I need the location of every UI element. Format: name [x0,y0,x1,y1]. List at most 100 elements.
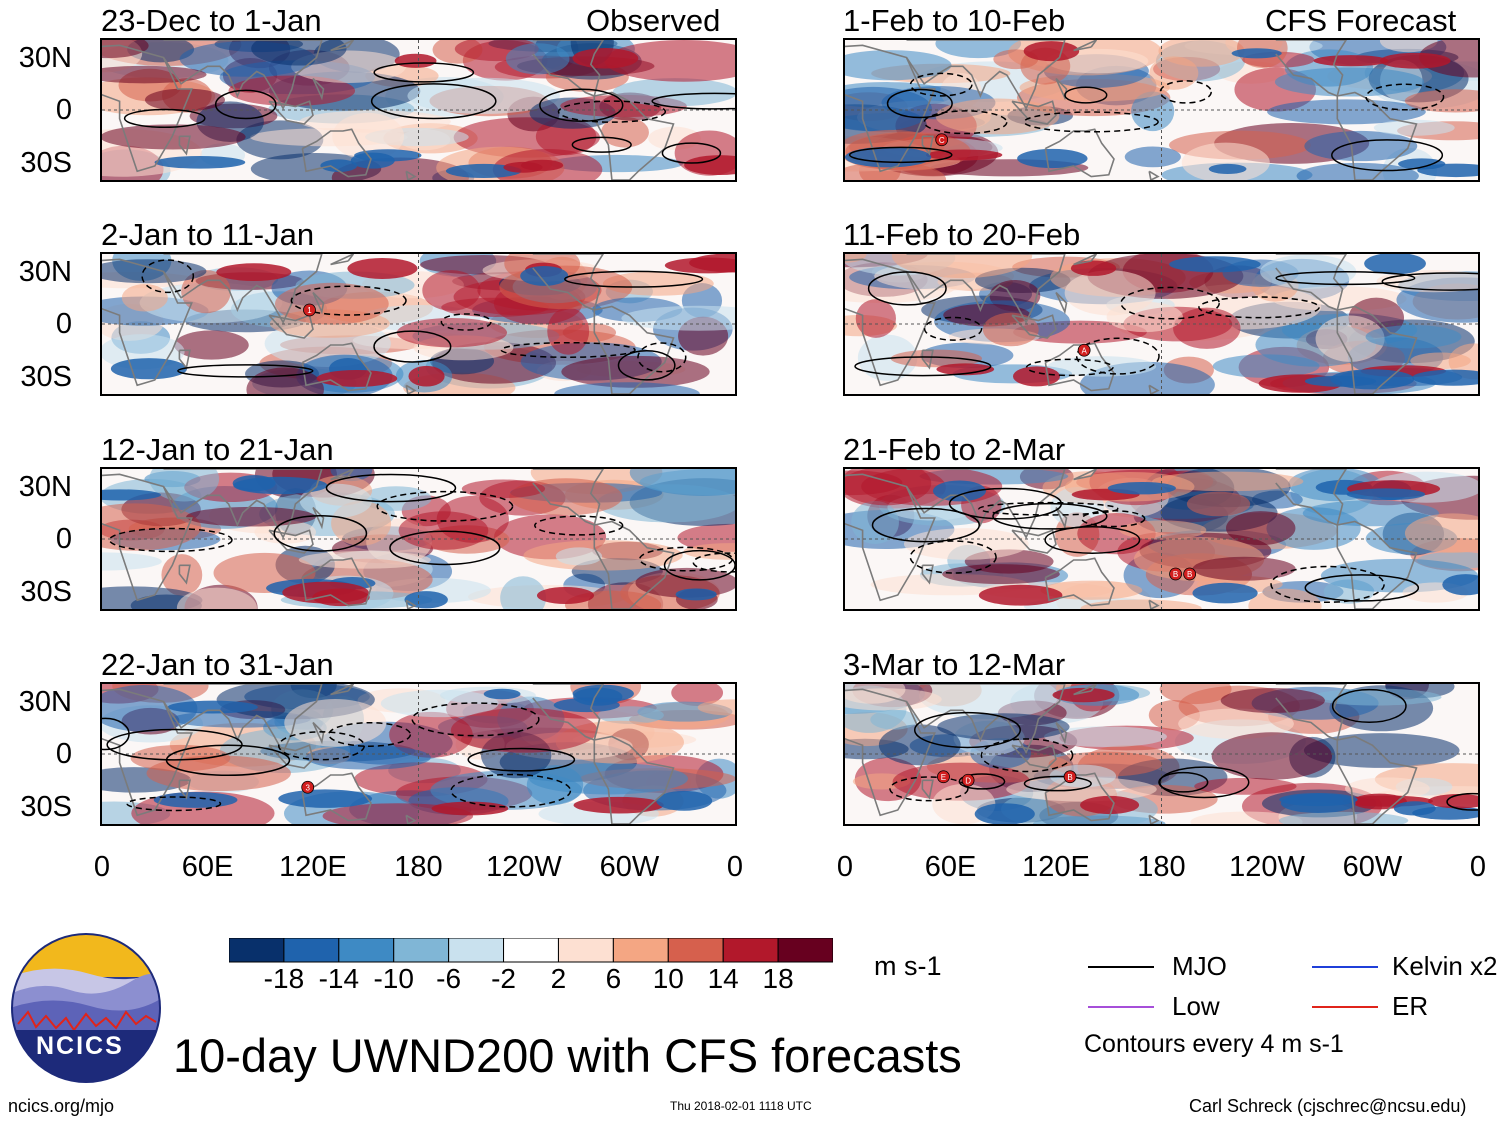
anomaly-blob [144,88,226,112]
anomaly-core [1364,254,1426,275]
legend-line-er [1312,1006,1378,1008]
footer-url[interactable]: ncics.org/mjo [8,1096,115,1116]
anomaly-blob [1044,726,1167,748]
colorbar-swatch [722,938,779,963]
anomaly-blob [597,706,664,725]
coastline [593,305,675,394]
contour-positive [913,711,1021,749]
anomaly-core [1412,369,1478,386]
contour-positive [1381,272,1478,291]
mjo-contours [108,473,735,581]
anomaly-blob [937,713,1070,741]
contour-positive [571,136,632,153]
contour-positive [1064,86,1108,104]
coastline [1044,557,1115,607]
contour-positive [867,271,947,306]
y-tick-label: 0 [55,738,72,770]
contour-positive [1159,766,1250,799]
anomaly-blob [601,116,649,148]
colorbar-swatch [283,938,340,963]
anomaly-blob [176,587,257,609]
y-tick-label: 30N [18,685,72,718]
forecast-label: CFS Forecast [1265,3,1457,38]
contour-positive [663,549,735,581]
anomaly-blob [121,284,168,312]
anomaly-blob [1186,491,1251,517]
anomaly-blob [102,259,207,284]
contour-negative [108,527,233,553]
coastline [1011,314,1057,339]
anomaly-core [675,588,717,601]
legend-label-kelvin: Kelvin x2 [1392,951,1498,981]
y-tick-label: 0 [55,94,72,126]
coastline [845,688,936,817]
contour-positive [273,514,368,552]
logo-text: NCICS [36,1032,124,1060]
legend-label-mjo: MJO [1172,951,1227,981]
anomaly-core [1398,158,1446,170]
coastline [1044,128,1115,178]
colorbar-tick-label: -2 [491,963,516,994]
coastline [1055,506,1068,530]
coastline [1044,342,1115,392]
anomaly-core [154,156,246,169]
coastline [268,529,314,554]
colorbar [229,938,833,963]
storm-label: 3 [305,783,310,792]
coastline [905,40,1066,111]
coastline [102,44,193,173]
storm-symbol [301,780,315,794]
anomaly-blob [1303,733,1460,768]
contour-negative [411,702,540,737]
contour-negative [692,552,735,573]
contour-negative [923,316,983,341]
anomaly-blob [1404,513,1478,554]
storm-symbol [303,303,316,317]
anomaly-core [933,480,986,502]
coastline [312,721,325,745]
anomaly-core [1313,55,1389,67]
storm-marker: B [1183,567,1197,581]
anomaly-blob [1304,130,1418,162]
coastline [593,91,675,180]
anomaly-blob [102,586,203,609]
anomaly-core [102,489,161,501]
anomaly-core [1330,369,1415,390]
coastline [1148,599,1160,609]
anomaly-blob [146,755,291,792]
coastline [405,814,417,824]
coastline [268,314,314,339]
footer-timestamp: Thu 2018-02-01 1118 UTC [670,1099,812,1113]
coastline [1073,40,1098,52]
anomaly-blob [305,745,431,770]
storm-label: B [1173,570,1178,579]
storm-marker: B [1063,770,1077,784]
coastline [1336,520,1418,609]
anomaly-blob [102,552,162,571]
coastline [301,557,372,607]
storm-marker: 1 [303,303,316,317]
coastline [1073,254,1098,266]
anomaly-blob [1047,356,1157,377]
wind-anomaly-field [102,469,735,609]
x-tick-label: 0 [93,851,111,883]
contour-negative [1025,358,1114,377]
x-tick-label: 120W [486,851,562,883]
contour-negative [557,100,667,123]
storm-marker: C [935,133,949,147]
contour-positive [389,530,501,566]
anomaly-blob [461,479,546,499]
x-tick-label: 120E [279,851,347,883]
map-panel-observed-2: 1 [100,252,737,396]
contour-positive [467,747,576,772]
coastline [921,349,934,370]
anomaly-blob [299,483,373,519]
coastline [905,469,1066,540]
panel-title: 3-Mar to 12-Mar [843,647,1066,682]
anomaly-blob [1106,301,1183,333]
anomaly-shading [845,684,1478,824]
x-tick-label: 60E [181,851,234,883]
contour-negative [639,546,734,572]
anomaly-blob [1296,162,1419,180]
